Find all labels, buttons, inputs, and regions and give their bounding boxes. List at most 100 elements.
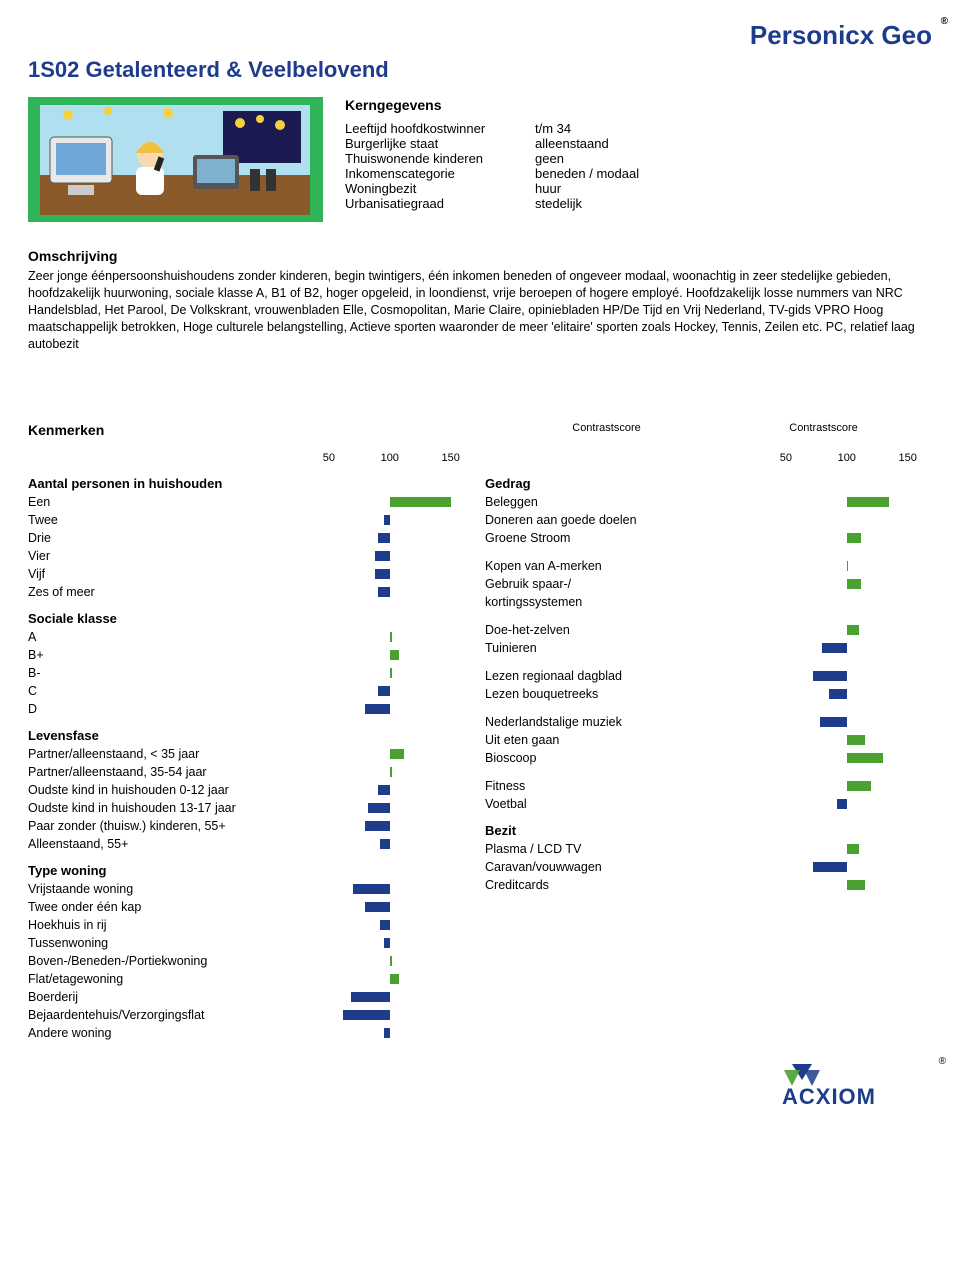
bar xyxy=(380,839,390,849)
bar xyxy=(384,515,390,525)
bar-label: C xyxy=(28,684,268,698)
bar xyxy=(365,704,389,714)
bar-track xyxy=(268,686,475,696)
bar xyxy=(390,650,400,660)
bar xyxy=(813,862,847,872)
contrast-label-left: Contrastscore xyxy=(498,422,715,438)
bar-label: Caravan/vouwwagen xyxy=(485,860,725,874)
bar-track xyxy=(268,668,475,678)
bar-track xyxy=(268,839,475,849)
brand-title: Personicx Geo® xyxy=(750,20,932,51)
bar xyxy=(847,497,890,507)
bar xyxy=(847,561,848,571)
kern-value: geen xyxy=(535,151,564,166)
registered-mark: ® xyxy=(941,16,948,27)
bar xyxy=(375,551,390,561)
bar-row: Doneren aan goede doelen xyxy=(485,511,932,529)
bar-row: Plasma / LCD TV xyxy=(485,840,932,858)
bar xyxy=(847,844,859,854)
bar-track xyxy=(268,497,475,507)
kern-value: huur xyxy=(535,181,561,196)
bar xyxy=(365,821,389,831)
bar-track xyxy=(725,880,932,890)
kern-value: alleenstaand xyxy=(535,136,609,151)
kern-row: Thuiswonende kinderengeen xyxy=(345,151,932,166)
bar-track xyxy=(725,799,932,809)
bar-label: Kopen van A-merken xyxy=(485,559,725,573)
bar xyxy=(829,689,847,699)
segment-title: 1S02 Getalenteerd & Veelbelovend xyxy=(28,57,932,83)
bar-label: Vijf xyxy=(28,567,268,581)
bar-label: Paar zonder (thuisw.) kinderen, 55+ xyxy=(28,819,268,833)
kern-value: t/m 34 xyxy=(535,121,571,136)
bar-label: Drie xyxy=(28,531,268,545)
axis-tick: 100 xyxy=(381,452,399,464)
footer-logo: ACXIOM ® xyxy=(782,1062,932,1111)
bar xyxy=(353,884,390,894)
bar-row: Lezen bouquetreeks xyxy=(485,685,932,703)
bar xyxy=(822,643,846,653)
kerngegevens-block: Kerngegevens Leeftijd hoofdkostwinnert/m… xyxy=(345,97,932,211)
bar-row: Bioscoop xyxy=(485,749,932,767)
bar-row: D xyxy=(28,700,475,718)
bar-label: Oudste kind in huishouden 13-17 jaar xyxy=(28,801,268,815)
bar-label: Twee xyxy=(28,513,268,527)
bar-row: Tussenwoning xyxy=(28,934,475,952)
bar-row: Vijf xyxy=(28,565,475,583)
bar xyxy=(847,625,859,635)
axis-tick: 50 xyxy=(780,452,792,464)
bar-label: Bioscoop xyxy=(485,751,725,765)
bar xyxy=(365,902,389,912)
bar xyxy=(390,767,392,777)
bar-label: Een xyxy=(28,495,268,509)
bar xyxy=(390,956,392,966)
bar-track xyxy=(268,587,475,597)
kern-label: Urbanisatiegraad xyxy=(345,196,535,211)
bar-track xyxy=(268,515,475,525)
bar-row: Oudste kind in huishouden 13-17 jaar xyxy=(28,799,475,817)
bar-track xyxy=(725,689,932,699)
bar xyxy=(847,753,884,763)
bar-row: Drie xyxy=(28,529,475,547)
bar-track xyxy=(268,569,475,579)
bar-row: Alleenstaand, 55+ xyxy=(28,835,475,853)
bar xyxy=(837,799,847,809)
bar-label: Doneren aan goede doelen xyxy=(485,513,725,527)
axis: 50100150 xyxy=(485,452,932,466)
bar-label: B- xyxy=(28,666,268,680)
bar xyxy=(847,533,862,543)
bar-track xyxy=(725,497,932,507)
bar-track xyxy=(268,884,475,894)
bar-track xyxy=(725,781,932,791)
segment-illustration xyxy=(28,97,323,222)
bar-label: Voetbal xyxy=(485,797,725,811)
group-heading: Gedrag xyxy=(485,476,932,491)
right-column: 50100150GedragBeleggenDoneren aan goede … xyxy=(485,452,932,1042)
registered-mark: ® xyxy=(939,1056,946,1067)
kern-value: beneden / modaal xyxy=(535,166,639,181)
bar xyxy=(390,749,405,759)
desc-heading: Omschrijving xyxy=(28,248,932,264)
bar-track xyxy=(725,643,932,653)
kern-row: Inkomenscategoriebeneden / modaal xyxy=(345,166,932,181)
kenmerken-heading: Kenmerken xyxy=(28,422,498,438)
bar xyxy=(847,880,865,890)
bar-row: Boven-/Beneden-/Portiekwoning xyxy=(28,952,475,970)
bar xyxy=(375,569,390,579)
bar-row: Oudste kind in huishouden 0-12 jaar xyxy=(28,781,475,799)
bar-row: Nederlandstalige muziek xyxy=(485,713,932,731)
bar xyxy=(390,668,392,678)
bar-track xyxy=(725,625,932,635)
bar-row: Hoekhuis in rij xyxy=(28,916,475,934)
group-heading: Type woning xyxy=(28,863,475,878)
bar-row: Paar zonder (thuisw.) kinderen, 55+ xyxy=(28,817,475,835)
bar-label: Vier xyxy=(28,549,268,563)
bar-track xyxy=(268,650,475,660)
bar-track xyxy=(268,551,475,561)
bar-track xyxy=(268,1010,475,1020)
bar-label: Boerderij xyxy=(28,990,268,1004)
group-heading: Bezit xyxy=(485,823,932,838)
bar-track xyxy=(268,938,475,948)
bar-label: Partner/alleenstaand, 35-54 jaar xyxy=(28,765,268,779)
bar-label: Lezen bouquetreeks xyxy=(485,687,725,701)
